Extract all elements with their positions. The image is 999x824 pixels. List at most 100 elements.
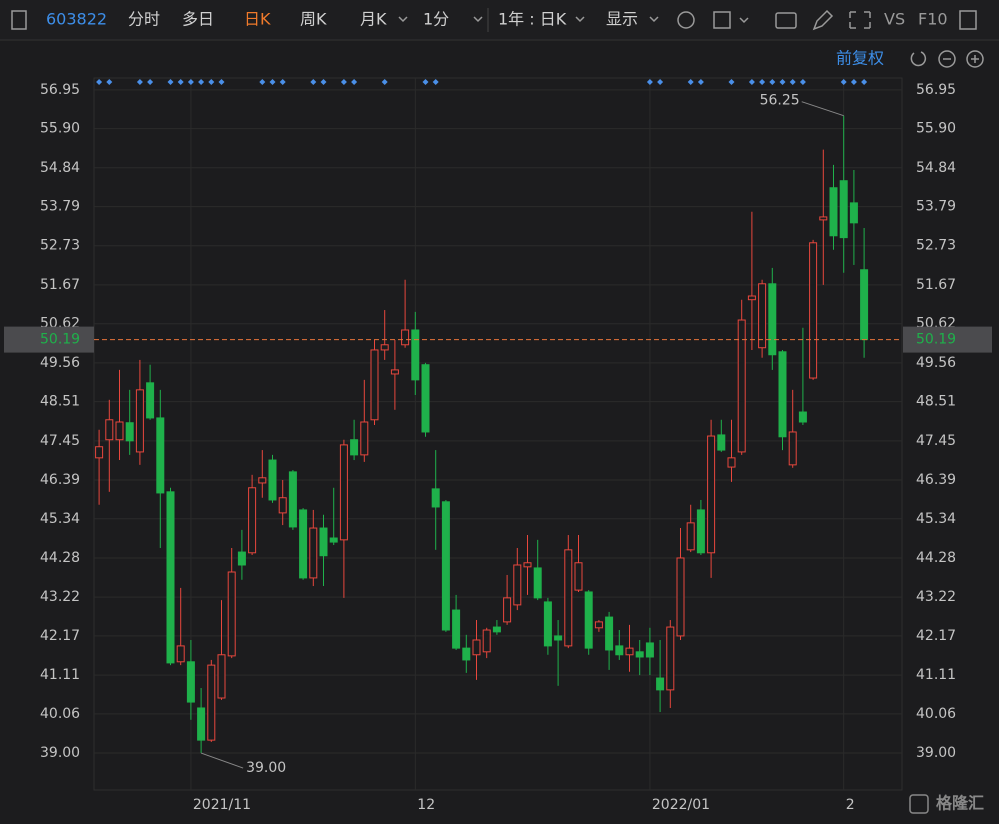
y-tick-label: 52.73: [40, 238, 80, 254]
candle-body: [299, 509, 308, 579]
tab[interactable]: 分时: [128, 10, 160, 29]
candle-body: [401, 329, 410, 346]
y-tick-label: 53.79: [40, 199, 80, 215]
sidebar-icon[interactable]: [11, 10, 27, 30]
event-marker: [799, 79, 806, 85]
tab[interactable]: 多日: [182, 10, 214, 29]
tab[interactable]: 1分: [423, 10, 449, 29]
candle-body: [676, 557, 685, 637]
event-marker: [198, 79, 205, 85]
candle-body: [462, 647, 471, 661]
annotation: 39.00: [246, 760, 286, 776]
y-tick-label: 44.28: [40, 550, 80, 566]
event-marker: [310, 79, 317, 85]
event-marker: [96, 79, 103, 85]
candle-body: [319, 527, 328, 557]
candles: [95, 79, 869, 754]
candle-body: [350, 439, 359, 456]
y-tick-label: 56.95: [40, 82, 80, 98]
candle-body: [503, 597, 512, 623]
settings-icon[interactable]: [677, 11, 695, 29]
stock-code[interactable]: 603822: [46, 10, 107, 29]
annotation: 56.25: [760, 93, 800, 109]
y-tick-label: 41.11: [40, 667, 80, 683]
event-marker: [850, 79, 857, 85]
candle-body: [105, 419, 114, 441]
display-menu[interactable]: 显示: [606, 10, 638, 29]
vs-button[interactable]: VS: [884, 10, 905, 29]
x-tick-label: 12: [417, 797, 435, 813]
candle-body: [727, 457, 736, 468]
annotation-leader: [200, 752, 244, 769]
event-marker: [351, 79, 358, 85]
candle-body: [237, 551, 246, 566]
tab-active[interactable]: 日K: [244, 10, 271, 29]
y-tick-label: 39.00: [40, 745, 80, 761]
fullscreen-icon[interactable]: [849, 11, 871, 29]
event-marker: [106, 79, 113, 85]
x-tick-label: 2021/11: [193, 797, 251, 813]
event-marker: [279, 79, 286, 85]
candle-body: [339, 444, 348, 541]
candle-body: [135, 389, 144, 453]
zoom-out-icon[interactable]: [938, 50, 956, 68]
caret: [649, 16, 659, 23]
event-marker: [759, 79, 766, 85]
event-marker: [147, 79, 154, 85]
candle-body: [574, 562, 583, 591]
y-tick-label-right: 52.73: [916, 238, 956, 254]
candle-body: [115, 421, 124, 441]
y-tick-label: 51.67: [40, 277, 80, 293]
candle-body: [390, 369, 399, 375]
last-price-label-right: 50.19: [916, 332, 956, 348]
event-marker: [646, 79, 653, 85]
y-tick-label: 46.39: [40, 472, 80, 488]
reset-icon[interactable]: [910, 51, 927, 67]
candle-body: [625, 647, 634, 656]
candle-body: [288, 471, 297, 528]
last-price-label: 50.19: [40, 332, 80, 348]
candle-body: [309, 527, 318, 579]
camera-icon[interactable]: [775, 12, 797, 29]
y-tick-label-right: 46.39: [916, 472, 956, 488]
event-marker: [259, 79, 266, 85]
pen-icon[interactable]: [812, 9, 834, 31]
candle-body: [554, 635, 563, 641]
event-marker: [728, 79, 735, 85]
candle-body: [747, 295, 756, 301]
caret: [473, 16, 483, 23]
adjust-button[interactable]: 前复权: [836, 49, 884, 68]
candle-body: [411, 329, 420, 381]
y-tick-label: 55.90: [40, 121, 80, 137]
event-marker: [167, 79, 174, 85]
watermark: 格隆汇: [936, 794, 984, 813]
y-tick-label-right: 43.22: [916, 589, 956, 605]
event-marker: [320, 79, 327, 85]
range-select[interactable]: 1年 : 日K: [498, 10, 567, 29]
last-price-box: [4, 326, 94, 353]
event-marker: [789, 79, 796, 85]
f10-button[interactable]: F10: [918, 10, 948, 29]
candle-body: [839, 180, 848, 239]
zoom-in-icon[interactable]: [966, 50, 984, 68]
event-marker: [840, 79, 847, 85]
x-tick-label: 2022/01: [652, 797, 710, 813]
candle-body: [207, 664, 216, 741]
candle-body: [421, 364, 430, 433]
candle-body: [717, 434, 726, 451]
panel-icon[interactable]: [959, 10, 977, 30]
candle-body: [758, 283, 767, 349]
layout-icon[interactable]: [713, 11, 731, 29]
tab[interactable]: 周K: [300, 10, 327, 29]
y-tick-label-right: 42.17: [916, 628, 956, 644]
candle-body: [186, 661, 195, 703]
candle-body: [125, 422, 134, 442]
candle-body: [809, 242, 818, 379]
caret: [575, 16, 585, 23]
tab[interactable]: 月K: [360, 10, 387, 29]
y-tick-label: 43.22: [40, 589, 80, 605]
candle-body: [737, 319, 746, 453]
candle-body: [849, 202, 858, 224]
candle-body: [482, 629, 491, 653]
